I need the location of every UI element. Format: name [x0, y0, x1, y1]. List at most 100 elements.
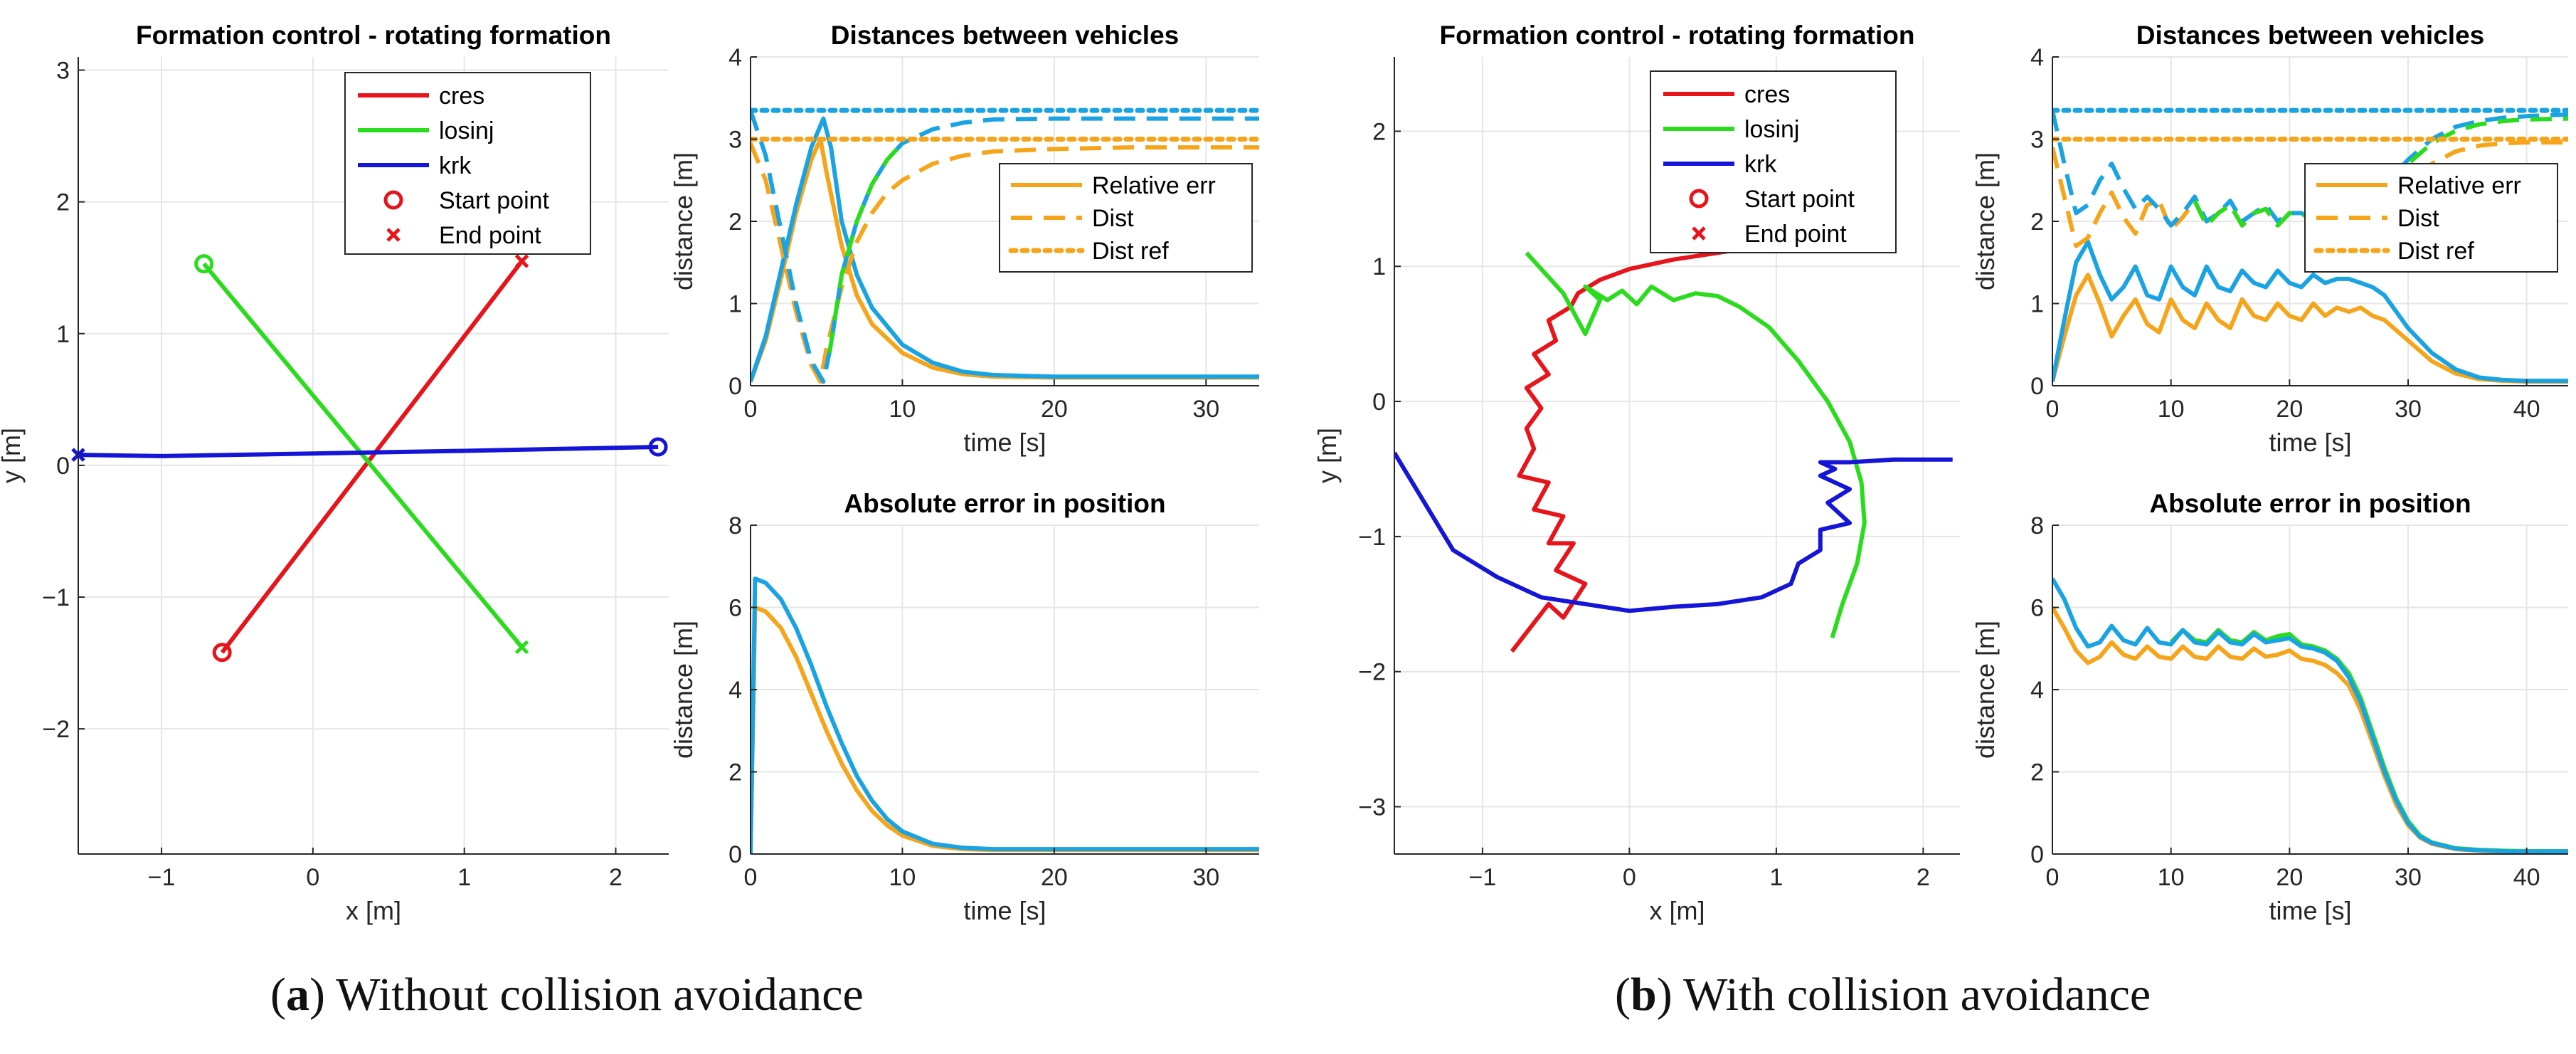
series-line-line-cyan: [751, 576, 1259, 854]
y-tick-label: −2: [1358, 659, 1386, 686]
series-line-dist-green: [2193, 116, 2568, 228]
x-tick-label: 20: [2276, 396, 2303, 423]
series-group: [1394, 237, 1953, 653]
x-tick-label: 30: [2395, 396, 2422, 423]
x-tick-label: 20: [1041, 396, 1068, 423]
chart-b-dist: 0 10 20 30 40 0 1 2 3 4 Distances between vehicles…: [1971, 21, 2568, 457]
x-tick-label: 40: [2513, 396, 2540, 423]
legend-label: Relative err: [2397, 172, 2521, 199]
chart-title: Absolute error in position: [844, 489, 1165, 518]
y-tick-label: 0: [2030, 373, 2044, 400]
y-tick-label: 2: [1372, 118, 1386, 145]
series-line-rel-cyan: [2052, 239, 2568, 384]
legend-label: cres: [439, 83, 484, 110]
legend-label: End point: [439, 222, 541, 249]
series-line-line-cyan: [2052, 577, 2568, 854]
y-tick-label: 0: [728, 373, 742, 400]
chart-a-traj: −1 0 1 2 −2 −1 0 1 2 3 Formation control - rotatin…: [0, 21, 669, 925]
x-axis-label: time [s]: [2269, 896, 2351, 925]
legend-label: Start point: [1744, 186, 1855, 213]
caption-a-label: a: [285, 969, 309, 1021]
x-tick-label: 0: [2046, 864, 2060, 891]
y-tick-label: 1: [728, 291, 742, 318]
legend: cres losinj krk Start point End point: [344, 72, 591, 255]
start-marker-cres: [212, 643, 232, 663]
x-tick-label: 30: [1192, 864, 1219, 891]
y-tick-label: −1: [1358, 524, 1386, 551]
y-tick-label: −2: [42, 716, 70, 743]
series-line-dist-orange: [751, 142, 1259, 384]
y-tick-label: 4: [728, 44, 742, 71]
chart-title: Absolute error in position: [2149, 489, 2471, 518]
y-tick-label: 2: [2030, 759, 2044, 786]
legend-label: losinj: [1744, 116, 1799, 143]
x-tick-label: 1: [1769, 864, 1783, 891]
x-tick-label: 30: [1192, 396, 1219, 423]
end-marker-cres: [514, 254, 529, 268]
legend-swatch-start: [1689, 189, 1709, 209]
series-line-rel-orange: [2052, 273, 2568, 384]
chart-title: Distances between vehicles: [831, 21, 1179, 50]
legend-label: Dist: [1092, 205, 1134, 232]
y-axis-label: distance [m]: [669, 621, 698, 759]
x-tick-label: 2: [609, 864, 622, 891]
y-tick-label: 4: [728, 677, 742, 704]
x-axis-label: time [s]: [963, 896, 1046, 925]
y-tick-label: 2: [728, 209, 742, 236]
x-tick-label: 0: [1623, 864, 1636, 891]
y-tick-label: 2: [2030, 209, 2044, 236]
legend-label: krk: [439, 152, 472, 179]
y-tick-label: 3: [56, 58, 70, 85]
x-tick-label: 10: [2158, 864, 2185, 891]
x-tick-label: 0: [744, 396, 758, 423]
x-tick-label: 10: [889, 396, 916, 423]
y-tick-label: 0: [2030, 841, 2044, 868]
x-tick-label: 2: [1917, 864, 1930, 891]
x-axis-label: x [m]: [1650, 896, 1705, 925]
y-tick-label: 3: [2030, 127, 2044, 154]
x-tick-label: 0: [306, 864, 319, 891]
x-tick-label: 0: [2046, 396, 2060, 423]
x-tick-label: 1: [457, 864, 471, 891]
x-axis-label: time [s]: [2269, 428, 2351, 457]
legend-box: [999, 163, 1253, 273]
x-tick-label: 10: [889, 864, 916, 891]
y-tick-label: 0: [56, 453, 70, 480]
legend-swatch-end: [1692, 226, 1706, 241]
chart-a-dist: 0 10 20 30 0 1 2 3 4 Distances between vehicles ti…: [669, 21, 1259, 457]
x-tick-label: 40: [2513, 864, 2540, 891]
series-line-krk: [78, 445, 659, 458]
legend-box: [2304, 163, 2558, 273]
series-group: [751, 576, 1259, 854]
caption-b-text: With collision avoidance: [1683, 969, 2151, 1021]
x-tick-label: −1: [148, 864, 176, 891]
y-tick-label: 3: [728, 127, 742, 154]
chart-title: Distances between vehicles: [2136, 21, 2484, 50]
series-line-krk: [1394, 451, 1953, 613]
x-tick-label: 10: [2158, 396, 2185, 423]
series-line-dist-cyan: [2052, 110, 2568, 228]
y-tick-label: 0: [1372, 389, 1386, 416]
y-tick-label: 6: [2030, 595, 2044, 622]
series-line-dist-green: [827, 142, 904, 354]
series-group: [2052, 577, 2568, 854]
legend: Relative err Dist Dist ref: [2304, 163, 2558, 273]
y-tick-label: 6: [728, 595, 742, 622]
legend-box: [1650, 70, 1897, 253]
x-tick-label: 20: [2276, 864, 2303, 891]
x-axis-label: x [m]: [346, 896, 401, 925]
series-group: [2052, 107, 2568, 384]
y-axis-label: y [m]: [0, 428, 26, 483]
y-tick-label: 1: [56, 321, 70, 348]
y-tick-label: 8: [2030, 512, 2044, 539]
x-tick-label: 20: [1041, 864, 1068, 891]
series-line-losinj: [1525, 251, 1867, 639]
legend-label: Dist ref: [1092, 238, 1169, 265]
legend-label: losinj: [439, 117, 494, 144]
caption-a-text: Without collision avoidance: [336, 969, 864, 1021]
x-axis-label: time [s]: [963, 428, 1046, 457]
legend-label: End point: [1744, 221, 1847, 248]
legend-label: Dist ref: [2397, 238, 2474, 265]
series-line-cres: [1510, 237, 1814, 653]
y-tick-label: 1: [1372, 253, 1386, 280]
